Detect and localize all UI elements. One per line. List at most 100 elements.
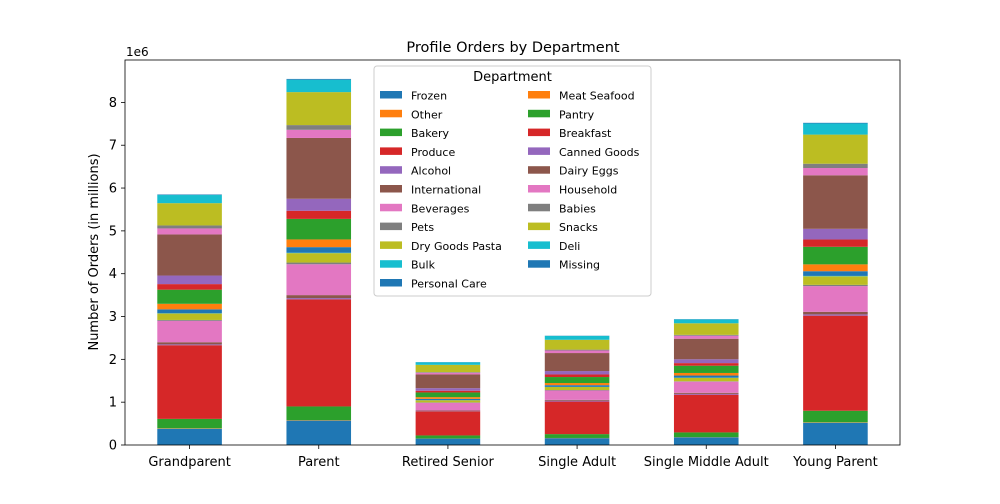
bar-segment (674, 376, 739, 378)
bar-segment (286, 92, 351, 125)
bar-segment (416, 392, 481, 397)
bar-segment (803, 286, 868, 312)
legend-entry-label: Deli (559, 240, 580, 253)
legend-entry-label: Other (411, 108, 443, 121)
bar-segment (157, 276, 222, 285)
bar-segment (286, 80, 351, 92)
bar-segment (157, 228, 222, 234)
legend-entry-label: International (411, 184, 481, 197)
bar-segment (416, 372, 481, 373)
legend-entry-label: Personal Care (411, 278, 487, 291)
bar-segment (803, 271, 868, 276)
bar-segment (157, 195, 222, 196)
bar-segment (803, 264, 868, 271)
bar-segment (157, 320, 222, 321)
y-tick-label: 3 (109, 310, 117, 325)
bar-segment (157, 344, 222, 345)
bar-segment (545, 438, 610, 445)
legend-swatch (380, 279, 402, 287)
legend-swatch (528, 185, 550, 193)
legend-swatch (380, 241, 402, 249)
legend-entry-label: Produce (411, 146, 455, 159)
y-axis-offset-label: 1e6 (126, 45, 149, 59)
bar-segment (157, 290, 222, 304)
bar-segment (157, 345, 222, 419)
bar-segment (157, 321, 222, 342)
bar-segment (545, 353, 610, 371)
y-tick-label: 7 (109, 139, 117, 154)
y-tick-label: 6 (109, 182, 117, 197)
legend-swatch (380, 185, 402, 193)
bar-segment (674, 378, 739, 381)
bar-segment (803, 411, 868, 423)
legend-entry-label: Bulk (411, 259, 436, 272)
bar-segment (286, 264, 351, 295)
bar-segment (545, 387, 610, 390)
y-tick-label: 0 (109, 439, 117, 454)
y-tick-label: 8 (109, 96, 117, 111)
bar-segment (286, 299, 351, 406)
legend-swatch (528, 260, 550, 268)
bar-segment (157, 309, 222, 313)
bar-segment (157, 419, 222, 428)
legend-entry-label: Snacks (559, 221, 598, 234)
legend-entry-label: Meat Seafood (559, 90, 635, 103)
legend-swatch (528, 166, 550, 174)
bar-segment (803, 135, 868, 164)
bar-segment (674, 432, 739, 437)
legend-entry-label: Babies (559, 202, 596, 215)
legend-swatch (528, 241, 550, 249)
y-tick-label: 2 (109, 353, 117, 368)
legend-entry-label: Dairy Eggs (559, 165, 619, 178)
bar-segment (674, 336, 739, 339)
bar-segment (286, 295, 351, 298)
bar-segment (545, 383, 610, 385)
bar-segment (157, 234, 222, 275)
bar-segment (545, 390, 610, 399)
bar-segment (416, 400, 481, 402)
legend-entry-label: Pets (411, 221, 434, 234)
bar-segment (674, 393, 739, 394)
bar-segment (157, 284, 222, 290)
bar-segment (157, 314, 222, 320)
bar-segment (545, 401, 610, 402)
bar-segment (286, 130, 351, 138)
bar-segment (286, 239, 351, 247)
legend-entry-label: Breakfast (559, 127, 612, 140)
bar-segment (674, 363, 739, 366)
bar-segment (286, 138, 351, 199)
bar-segment (286, 421, 351, 445)
bar-segment (803, 247, 868, 265)
bar-segment (286, 199, 351, 211)
legend-swatch (380, 110, 402, 118)
legend-swatch (380, 223, 402, 231)
bar-segment (545, 377, 610, 383)
y-axis-label: Number of Orders (in millions) (87, 153, 102, 350)
x-tick-label: Grandparent (148, 455, 231, 470)
bar-segment (416, 362, 481, 365)
bar-segment (803, 123, 868, 134)
legend-swatch (528, 129, 550, 137)
bar-segment (803, 285, 868, 286)
bar-segment (286, 125, 351, 130)
bar-segment (803, 168, 868, 175)
bar-segment (157, 342, 222, 344)
legend-swatch (528, 110, 550, 118)
y-tick-label: 5 (109, 224, 117, 239)
bar-segment (416, 391, 481, 393)
legend-entry-label: Alcohol (411, 165, 451, 178)
legend-title: Department (473, 70, 552, 85)
bar-segment (674, 373, 739, 376)
bar-segment (674, 382, 739, 393)
bar-segment (286, 79, 351, 80)
y-tick-label: 1 (109, 396, 117, 411)
bar-segment (803, 229, 868, 240)
legend-swatch (380, 166, 402, 174)
bar-segment (674, 394, 739, 395)
bar-segment (545, 371, 610, 374)
legend-swatch (380, 129, 402, 137)
x-tick-label: Parent (298, 455, 340, 470)
bar-segment (545, 336, 610, 340)
bar-segment (157, 195, 222, 203)
